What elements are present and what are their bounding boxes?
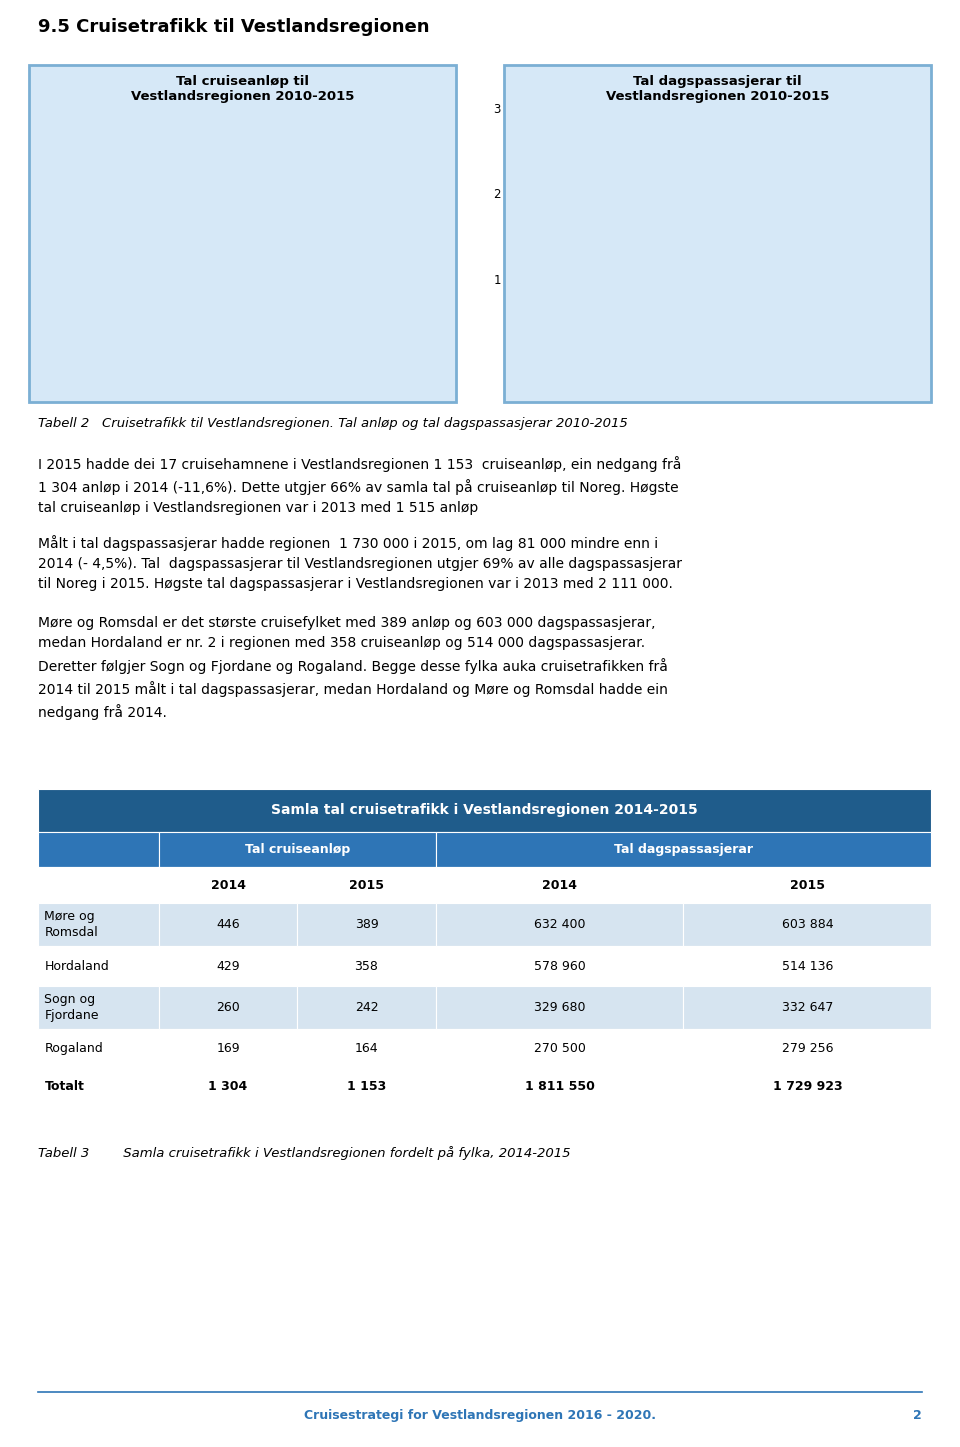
Text: Totalt: Totalt — [44, 1079, 84, 1092]
Text: 514 136: 514 136 — [781, 959, 833, 972]
Bar — [298, 1029, 436, 1068]
Text: 389: 389 — [354, 919, 378, 932]
Text: 279 256: 279 256 — [781, 1042, 833, 1055]
Bar — [436, 832, 931, 867]
Bar — [38, 867, 159, 903]
Bar — [298, 903, 436, 946]
Text: 358: 358 — [354, 959, 378, 972]
Bar — [159, 1029, 298, 1068]
Bar — [159, 946, 298, 985]
Text: Møre og
Romsdal: Møre og Romsdal — [44, 910, 98, 939]
Text: 1 304: 1 304 — [208, 1079, 248, 1092]
Text: 1 153: 1 153 — [347, 1079, 386, 1092]
Text: 2015: 2015 — [349, 878, 384, 891]
Bar — [684, 1029, 931, 1068]
Bar — [298, 1068, 436, 1104]
Text: Tal dagspassasjerar til
Vestlandsregionen 2010-2015: Tal dagspassasjerar til Vestlandsregione… — [606, 75, 829, 103]
Text: Målt i tal dagspassasjerar hadde regionen  1 730 000 i 2015, om lag 81 000 mindr: Målt i tal dagspassasjerar hadde regione… — [38, 535, 683, 592]
Text: 578 960: 578 960 — [534, 959, 586, 972]
Bar — [159, 903, 298, 946]
Text: Rogaland: Rogaland — [44, 1042, 103, 1055]
Text: Møre og Romsdal er det største cruisefylket med 389 anløp og 603 000 dagspassasj: Møre og Romsdal er det største cruisefyl… — [38, 616, 668, 719]
Bar — [634, 258, 669, 363]
Text: Tal cruiseanløp: Tal cruiseanløp — [245, 844, 350, 857]
Bar — [871, 217, 906, 363]
Bar — [159, 1068, 298, 1104]
Bar — [159, 832, 436, 867]
Bar — [436, 946, 684, 985]
Bar — [684, 903, 931, 946]
Bar — [155, 218, 191, 363]
Text: 9.5 Cruisetrafikk til Vestlandsregionen: 9.5 Cruisetrafikk til Vestlandsregionen — [38, 17, 430, 36]
Text: 169: 169 — [216, 1042, 240, 1055]
Text: Tal cruiseanløp til
Vestlandsregionen 2010-2015: Tal cruiseanløp til Vestlandsregionen 20… — [131, 75, 354, 103]
Bar — [38, 789, 931, 832]
Text: Tabell 2   Cruisetrafikk til Vestlandsregionen. Tal anløp og tal dagspassasjerar: Tabell 2 Cruisetrafikk til Vestlandsregi… — [38, 417, 628, 430]
Text: Samla tal cruisetrafikk i Vestlandsregionen 2014-2015: Samla tal cruisetrafikk i Vestlandsregio… — [272, 803, 698, 818]
Bar — [38, 903, 159, 946]
Bar — [684, 1068, 931, 1104]
Bar — [395, 217, 431, 363]
Bar — [684, 867, 931, 903]
Bar — [752, 184, 787, 363]
Bar — [693, 226, 729, 363]
Text: 164: 164 — [354, 1042, 378, 1055]
Bar — [38, 985, 159, 1029]
Bar — [298, 867, 436, 903]
Bar — [436, 1029, 684, 1068]
Bar — [95, 224, 131, 363]
Bar — [298, 985, 436, 1029]
Bar — [38, 832, 159, 867]
Text: 429: 429 — [216, 959, 240, 972]
Bar — [436, 903, 684, 946]
Text: 270 500: 270 500 — [534, 1042, 586, 1055]
Bar — [436, 867, 684, 903]
Bar — [436, 985, 684, 1029]
Bar — [298, 946, 436, 985]
Text: 603 884: 603 884 — [781, 919, 833, 932]
Text: Tal dagspassasjerar: Tal dagspassasjerar — [614, 844, 753, 857]
Bar — [159, 985, 298, 1029]
Bar — [811, 208, 847, 363]
Text: 1 729 923: 1 729 923 — [773, 1079, 842, 1092]
Text: 2014: 2014 — [542, 878, 577, 891]
Bar — [684, 985, 931, 1029]
Text: Tabell 3        Samla cruisetrafikk i Vestlandsregionen fordelt på fylka, 2014-2: Tabell 3 Samla cruisetrafikk i Vestlands… — [38, 1146, 571, 1160]
Text: 632 400: 632 400 — [534, 919, 586, 932]
Bar — [159, 867, 298, 903]
Text: 2015: 2015 — [790, 878, 825, 891]
Text: 446: 446 — [216, 919, 240, 932]
Bar — [436, 1068, 684, 1104]
Bar — [215, 188, 251, 363]
Bar — [38, 1068, 159, 1104]
Bar — [335, 197, 371, 363]
Text: I 2015 hadde dei 17 cruisehamnene i Vestlandsregionen 1 153  cruiseanløp, ein ne: I 2015 hadde dei 17 cruisehamnene i Vest… — [38, 456, 682, 515]
Text: Cruisestrategi for Vestlandsregionen 2016 - 2020.: Cruisestrategi for Vestlandsregionen 201… — [304, 1409, 656, 1421]
Text: Sogn og
Fjordane: Sogn og Fjordane — [44, 993, 99, 1022]
Text: 332 647: 332 647 — [781, 1001, 833, 1014]
Text: 242: 242 — [354, 1001, 378, 1014]
Bar — [574, 268, 610, 363]
Bar — [684, 946, 931, 985]
Bar — [275, 171, 311, 363]
Text: 2: 2 — [913, 1409, 922, 1421]
Text: 1 811 550: 1 811 550 — [524, 1079, 594, 1092]
Text: 2014: 2014 — [210, 878, 246, 891]
Bar — [38, 1029, 159, 1068]
Bar — [38, 946, 159, 985]
Text: 329 680: 329 680 — [534, 1001, 586, 1014]
Text: 260: 260 — [216, 1001, 240, 1014]
Text: Hordaland: Hordaland — [44, 959, 109, 972]
